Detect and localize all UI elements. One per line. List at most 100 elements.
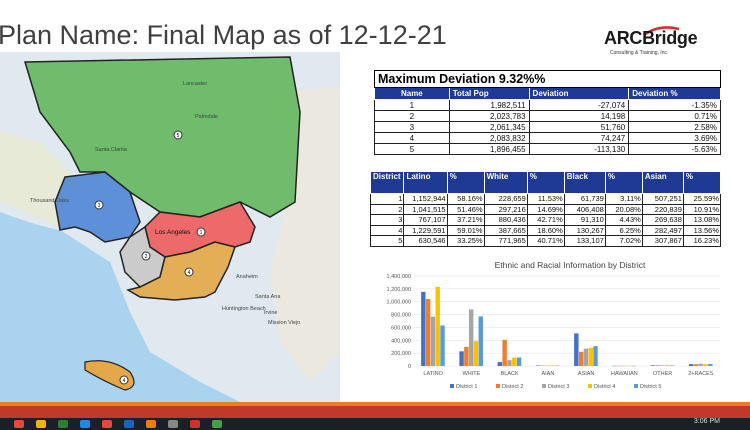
district-1-marker-label: 1 <box>200 230 203 236</box>
ethnic-cell: 282,497 <box>641 224 684 236</box>
ethnic-cell: 767,107 <box>403 214 448 226</box>
bar-asian-district-5 <box>593 346 598 366</box>
windows-taskbar: 3:06 PM <box>0 418 750 430</box>
district-markers: 5 3 1 2 4 4 <box>94 130 206 385</box>
deviation-cell-deviation-pct: -5.63% <box>628 143 721 155</box>
bar-2races-district-5 <box>708 363 713 366</box>
deviation-table-body: 1 1,982,511 -27,074 -1.35% 2 2,023,783 14,198 0… <box>374 99 721 155</box>
taskbar-app-icon[interactable] <box>14 420 24 428</box>
bar-latino-district-4 <box>435 286 440 366</box>
deviation-cell-deviation: -27,074 <box>528 99 630 111</box>
bar-asian-district-4 <box>588 347 593 366</box>
deviation-cell-deviation-pct: 2.58% <box>628 121 721 133</box>
ethnic-cell: 1,152,944 <box>403 193 448 205</box>
y-tick-label: 400,000 <box>391 338 411 344</box>
taskbar-app-icon[interactable] <box>124 420 134 428</box>
taskbar-app-icon[interactable] <box>212 420 222 428</box>
ethnic-cell: 13.08% <box>682 214 722 226</box>
ethnic-cell: 2 <box>369 203 405 215</box>
taskbar-app-icon[interactable] <box>58 420 68 428</box>
taskbar-app-icon[interactable] <box>36 420 46 428</box>
ethnic-cell: 16.23% <box>682 235 722 247</box>
bar-white-district-3 <box>468 309 474 366</box>
ethnic-row-5: 5 630,546 33.25% 771,965 40.71% 133,107 7.02% 3… <box>369 235 722 247</box>
ethnic-cell: 3.11% <box>604 193 643 205</box>
legend-swatch <box>450 384 454 388</box>
logo-swoosh-icon <box>643 26 680 37</box>
deviation-cell-total-pop: 2,023,783 <box>448 110 530 122</box>
taskbar-app-icon[interactable] <box>146 420 156 428</box>
bar-asian-district-2 <box>578 351 584 366</box>
deviation-cell-deviation-pct: -1.35% <box>628 99 721 111</box>
bar-other-district-5 <box>669 365 675 366</box>
district-4-marker[interactable] <box>184 267 194 277</box>
ethnic-cell: 771,965 <box>483 235 528 247</box>
ethnic-cell: 59.01% <box>446 224 485 236</box>
deviation-cell-name: 5 <box>374 143 450 155</box>
chart-y-axis: 0 200,000 400,000 600,000 800,000 1,000,000 1,… <box>387 274 411 370</box>
ethnic-table-body: 1 1,152,944 58.16% 228,659 11.53% 61,739 3.11%… <box>369 193 722 247</box>
y-tick-label: 600,000 <box>391 325 411 331</box>
district-1-marker[interactable] <box>196 227 206 237</box>
ethnic-cell: 14.69% <box>526 203 565 215</box>
ethnic-row-1: 1 1,152,944 58.16% 228,659 11.53% 61,739 3.11%… <box>369 193 722 205</box>
bar-other-district-3 <box>660 365 665 366</box>
district-4-region[interactable] <box>126 241 236 301</box>
district-4-island-marker[interactable] <box>119 375 129 385</box>
legend-swatch <box>588 384 592 388</box>
bar-latino-district-3 <box>430 316 436 366</box>
district-5-marker[interactable] <box>173 130 183 140</box>
chart-legend: District 1 District 2 District 3 District 4… <box>450 384 661 390</box>
place-anaheim: Anaheim <box>236 274 258 280</box>
header-name: Name <box>374 87 450 100</box>
ethnic-cell: 37.21% <box>446 214 485 226</box>
bar-asian-district-1 <box>574 333 579 366</box>
ethnic-header-1: Latino <box>403 171 448 194</box>
x-tick-label: HAWAIIAN <box>611 371 638 377</box>
district-2-marker[interactable] <box>141 251 151 261</box>
bar-black-district-4 <box>512 357 517 366</box>
x-tick-label: ASIAN <box>578 371 595 377</box>
taskbar-app-icon[interactable] <box>190 420 200 428</box>
district-4-island-marker-label: 4 <box>123 378 126 384</box>
ethnic-row-2: 2 1,041,515 51.46% 297,216 14.69% 406,408 20.0… <box>369 203 722 215</box>
place-mission-viejo: Mission Viejo <box>268 320 300 326</box>
deviation-row-5: 5 1,896,455 -113,130 -5.63% <box>374 143 721 155</box>
bar-2races-district-2 <box>693 364 699 366</box>
bar-latino-district-5 <box>440 325 445 366</box>
place-palmdale: Palmdale <box>195 114 218 120</box>
district-3-marker[interactable] <box>94 200 104 210</box>
ethnic-cell: 6.25% <box>604 224 643 236</box>
place-los-angeles: Los Angeles <box>155 229 191 236</box>
ethnic-cell: 130,267 <box>563 224 606 236</box>
ethnic-cell: 42.71% <box>526 214 565 226</box>
bar-white-district-5 <box>478 316 483 366</box>
logo-subtitle: Consulting & Training, Inc. <box>610 50 669 56</box>
y-tick-label: 1,000,000 <box>387 300 411 306</box>
taskbar-app-icon[interactable] <box>102 420 112 428</box>
header-deviation: Deviation <box>528 87 630 100</box>
ethnic-header-3: White <box>483 171 528 194</box>
ethnic-cell: 133,107 <box>563 235 606 247</box>
arcbridge-logo: ARCBridge Consulting & Training, Inc. <box>604 26 698 62</box>
ethnic-header-0: District <box>369 171 405 194</box>
ethnic-header-7: Asian <box>641 171 684 194</box>
ethnic-header-5: Black <box>563 171 606 194</box>
ethnic-row-4: 4 1,229,591 59.01% 387,665 18.60% 130,267 6.25… <box>369 224 722 236</box>
place-santa-clarita: Santa Clarita <box>95 147 128 153</box>
taskbar-app-icon[interactable] <box>168 420 178 428</box>
bar-black-district-5 <box>516 357 522 366</box>
bar-other-district-1 <box>650 365 656 366</box>
ethnic-cell: 1,229,591 <box>403 224 448 236</box>
ethnic-cell: 51.46% <box>446 203 485 215</box>
legend-swatch <box>542 384 546 388</box>
taskbar-app-icon[interactable] <box>80 420 90 428</box>
slide-title: Plan Name: Final Map as of 12-12-21 <box>0 20 447 50</box>
legend-label: District 5 <box>640 384 661 390</box>
bar-aian-district-4 <box>550 365 555 366</box>
deviation-row-4: 4 2,083,832 74,247 3.69% <box>374 132 721 144</box>
header-total-pop: Total Pop <box>448 87 530 100</box>
bar-aian-district-1 <box>535 365 541 366</box>
ethnic-cell: 40.71% <box>526 235 565 247</box>
